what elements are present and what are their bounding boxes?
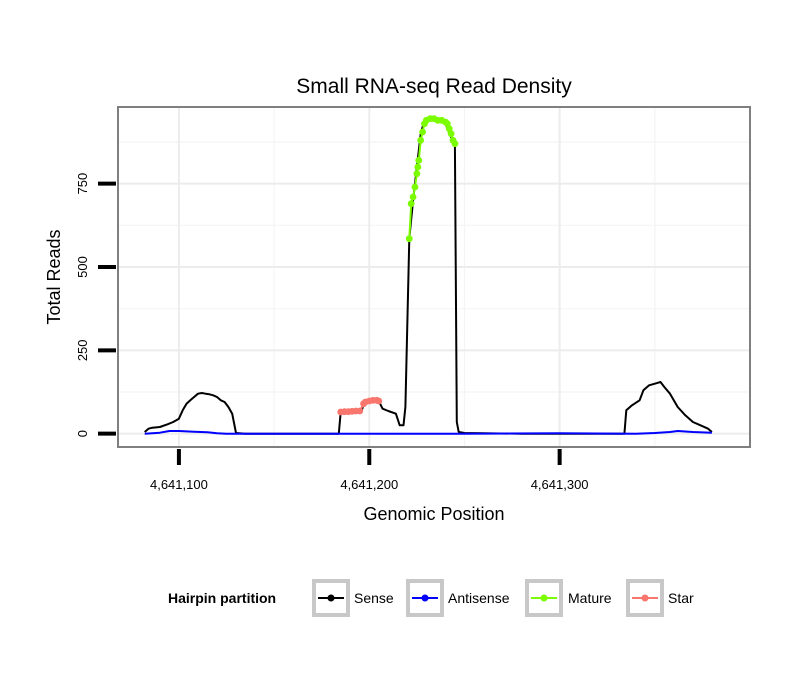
legend-label: Antisense [448,590,510,606]
y-axis: 0 250 500 750 [75,173,116,437]
data-point-mature [451,140,459,148]
legend-item-star: Star [626,579,694,617]
data-point-star [356,407,364,415]
legend-item-sense: Sense [312,579,394,617]
data-point-mature [411,183,419,191]
x-tick-label: 4,641,100 [150,477,208,492]
y-tick-label: 250 [75,339,90,361]
data-point-mature [417,136,425,144]
series-line-sense [144,117,713,435]
y-axis-title: Total Reads [44,229,64,324]
legend: Hairpin partition Sense Antisense Mature St… [168,579,694,617]
legend-label: Sense [354,590,394,606]
data-point-mature [447,130,455,138]
legend-key-marker [327,594,335,602]
legend-key-marker [540,594,548,602]
legend-key-marker [421,594,429,602]
legend-entries: Sense Antisense Mature Star [312,579,694,617]
series-layer [144,115,713,435]
legend-label: Mature [568,590,612,606]
x-tick-label: 4,641,300 [531,477,589,492]
data-point-mature [419,128,426,136]
legend-title: Hairpin partition [168,590,276,606]
chart-title: Small RNA-seq Read Density [296,75,572,98]
y-tick-label: 750 [75,173,90,195]
legend-item-antisense: Antisense [406,579,510,617]
data-point-mature [414,163,422,171]
data-point-mature [409,193,417,201]
y-tick-label: 500 [75,256,90,278]
plot-border [117,106,751,448]
legend-item-mature: Mature [525,579,612,617]
data-point-star [375,397,383,405]
legend-label: Star [668,590,694,606]
y-tick-label: 0 [75,430,90,437]
data-point-mature [407,200,415,208]
x-tick-label: 4,641,200 [340,477,398,492]
series-line-antisense [144,430,712,435]
x-axis: 4,641,100 4,641,200 4,641,300 [150,449,589,492]
data-point-mature [415,156,423,164]
data-point-mature [405,235,413,243]
x-axis-title: Genomic Position [363,504,504,524]
data-point-mature [413,170,421,178]
legend-key-marker [641,594,649,602]
